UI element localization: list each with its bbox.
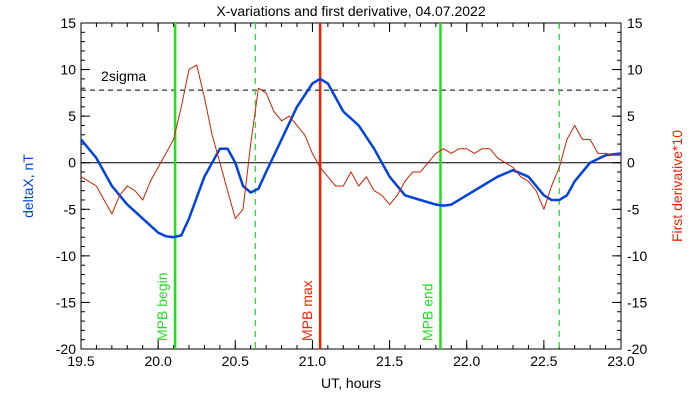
y-tick-label-right: 5 bbox=[627, 108, 635, 124]
y-tick-label-left: -5 bbox=[64, 201, 77, 217]
derivative-series-line bbox=[80, 64, 621, 220]
event-marker-label: MPB end bbox=[419, 283, 435, 341]
y-tick-label-right: 15 bbox=[627, 15, 643, 31]
x-tick-label: 19.5 bbox=[67, 353, 94, 369]
x-tick-label: 20.5 bbox=[222, 353, 249, 369]
deltax-series-line bbox=[80, 77, 622, 239]
x-tick-label: 22.0 bbox=[453, 353, 480, 369]
y-tick-label-right: -5 bbox=[627, 201, 640, 217]
y-tick-label-left: 10 bbox=[60, 62, 76, 78]
y-tick-label-left: -15 bbox=[56, 294, 76, 310]
y-tick-label-left: -20 bbox=[56, 341, 76, 357]
event-marker-label: MPB max bbox=[299, 280, 315, 341]
x-axis-label: UT, hours bbox=[321, 375, 381, 391]
x-tick-label: 23.0 bbox=[607, 353, 634, 369]
threshold-label: 2sigma bbox=[101, 68, 146, 84]
x-tick-label: 22.5 bbox=[530, 353, 557, 369]
y-tick-label-left: 15 bbox=[60, 15, 76, 31]
y-axis-label-left: deltaX, nT bbox=[20, 154, 36, 218]
x-tick-label: 21.0 bbox=[299, 353, 326, 369]
y-tick-label-right: -15 bbox=[627, 294, 647, 310]
x-tick-label: 21.5 bbox=[376, 353, 403, 369]
y-tick-label-right: -20 bbox=[627, 341, 647, 357]
chart-title: X-variations and first derivative, 04.07… bbox=[216, 3, 485, 19]
y-tick-label-left: 5 bbox=[68, 108, 76, 124]
y-tick-label-right: 10 bbox=[627, 62, 643, 78]
y-tick-label-right: -10 bbox=[627, 248, 647, 264]
x-tick-label: 20.0 bbox=[145, 353, 172, 369]
y-tick-label-left: -10 bbox=[56, 248, 76, 264]
y-tick-label-left: 0 bbox=[68, 155, 76, 171]
event-marker-label: MPB begin bbox=[154, 273, 170, 341]
y-axis-label-right: First derivative*10 bbox=[669, 130, 685, 242]
y-tick-label-right: 0 bbox=[627, 155, 635, 171]
plot-frame bbox=[80, 22, 622, 350]
